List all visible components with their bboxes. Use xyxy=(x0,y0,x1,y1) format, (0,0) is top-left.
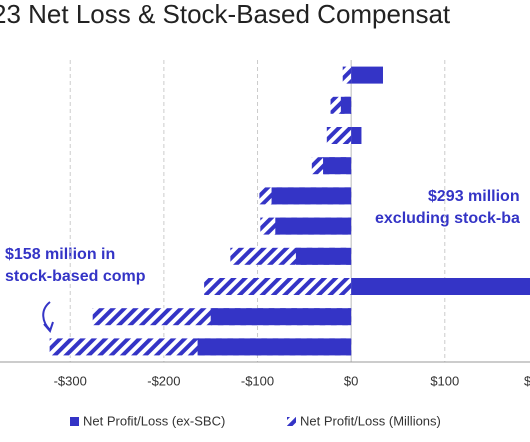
bar xyxy=(271,187,352,205)
legend-label: Net Profit/Loss (ex-SBC) xyxy=(83,413,225,428)
chart-title: 23 Net Loss & Stock-Based Compensat xyxy=(0,0,451,29)
x-tick-label: $100 xyxy=(430,373,459,388)
legend-marker xyxy=(287,417,296,426)
x-tick-label: -$200 xyxy=(147,373,180,388)
annotation: stock-based comp xyxy=(5,268,146,285)
bar xyxy=(295,247,352,265)
x-tick-label: -$100 xyxy=(241,373,274,388)
plot-area: -$300 -$200 -$100 $0 $100 $200 Net Profit/Loss… xyxy=(0,60,530,428)
annotation: $158 million in xyxy=(5,246,115,263)
annotation: $293 million xyxy=(428,188,520,205)
bar xyxy=(351,66,383,84)
legend-label: Net Profit/Loss (Millions) xyxy=(300,413,441,428)
bar xyxy=(210,308,352,326)
bar xyxy=(340,96,352,114)
x-tick-label: $200 xyxy=(524,373,530,388)
bar xyxy=(351,278,530,295)
bar xyxy=(323,157,352,175)
annotation: excluding stock-ba xyxy=(375,210,520,227)
bar xyxy=(275,217,352,235)
bar xyxy=(351,127,362,144)
bar xyxy=(326,127,352,144)
x-tick-label: -$300 xyxy=(54,373,87,388)
x-tick-label: $0 xyxy=(344,373,358,388)
bar xyxy=(197,338,352,356)
bar xyxy=(342,66,352,84)
bar xyxy=(204,278,352,295)
legend-marker xyxy=(70,417,79,426)
annotation-arrow xyxy=(42,301,54,333)
